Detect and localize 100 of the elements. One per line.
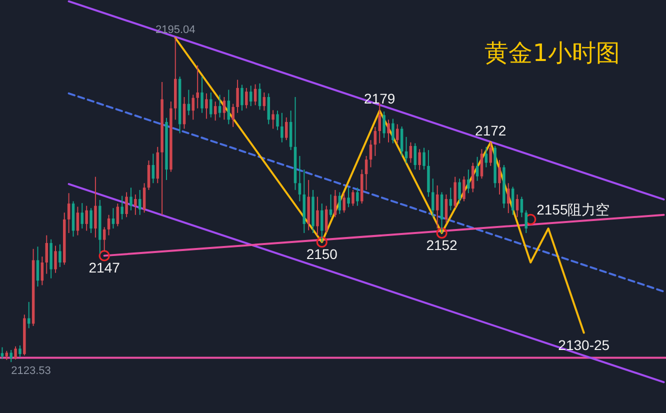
candlestick (67, 192, 70, 234)
candlestick (449, 187, 452, 211)
candlestick (107, 214, 110, 236)
candlestick (152, 153, 155, 184)
candlestick (205, 92, 208, 120)
candlestick (222, 96, 226, 120)
candlestick (262, 92, 266, 112)
candlestick (245, 87, 248, 109)
candlestick (324, 205, 328, 234)
candlestick (400, 126, 404, 156)
candlestick (227, 89, 230, 125)
candlestick (471, 162, 474, 193)
annotation: 2152 (426, 237, 458, 254)
candlestick (10, 349, 12, 363)
candlestick (352, 189, 354, 206)
candlestick (218, 94, 222, 118)
candlestick (387, 119, 390, 143)
candlestick (444, 194, 448, 224)
candlestick (347, 187, 350, 208)
candlestick (85, 205, 88, 232)
candlestick (232, 103, 234, 128)
candlestick (240, 84, 244, 112)
candlestick (285, 116, 288, 141)
annotation: 2155阻力空 (536, 201, 610, 218)
candlestick (498, 160, 501, 195)
candlestick (267, 92, 270, 125)
candlestick (364, 155, 368, 190)
candlestick (378, 102, 381, 144)
candlestick (272, 110, 274, 130)
candlestick (369, 140, 372, 168)
candlestick (76, 206, 80, 236)
annotation: 2150 (306, 246, 338, 262)
annotation: 2195.04 (155, 24, 196, 36)
point (436, 227, 448, 239)
candlestick (484, 146, 488, 168)
candlestick (5, 350, 8, 360)
annotation: 2147 (88, 260, 120, 276)
candlestick (316, 196, 319, 236)
candlestick (342, 192, 346, 214)
candlestick (418, 148, 421, 171)
candlestick (134, 194, 137, 216)
candlestick (45, 234, 48, 274)
candlestick (120, 195, 124, 220)
candlestick (18, 344, 22, 358)
candlestick (236, 79, 239, 114)
candlestick (432, 178, 434, 218)
candlestick (382, 111, 386, 138)
candlestick (0, 346, 4, 360)
candlestick (14, 346, 17, 360)
candlestick (467, 169, 470, 194)
annotation: 2172 (475, 122, 506, 138)
annotation: 2179 (364, 90, 396, 107)
candlestick (90, 208, 92, 234)
candlestick (196, 64, 199, 109)
candlestick (338, 192, 342, 214)
candlestick (320, 203, 324, 243)
candlestick (396, 124, 399, 144)
candlestick (112, 208, 115, 229)
candlestick (80, 202, 84, 229)
candlestick (249, 85, 252, 107)
candlestick (138, 189, 142, 216)
candlestick (489, 142, 492, 166)
candlestick (476, 156, 479, 182)
candlestick (210, 92, 212, 118)
candlestick (454, 176, 456, 209)
candlestick (414, 142, 417, 170)
candlestick (374, 126, 377, 156)
candlestick (298, 155, 302, 202)
candlestick (58, 244, 62, 268)
candlestick (462, 176, 466, 202)
candlestick (40, 256, 44, 286)
annotation: 2130-25 (558, 336, 610, 353)
candlestick (102, 226, 106, 252)
candlestick (480, 148, 484, 180)
candlestick (54, 245, 57, 274)
candlestick (524, 210, 528, 234)
candlestick (392, 118, 394, 144)
candlestick (520, 196, 524, 218)
candlestick (511, 186, 514, 216)
candlestick (329, 194, 332, 218)
candlestick (458, 178, 461, 204)
text: 黄金1小时图 (484, 39, 620, 67)
candlestick (94, 176, 97, 238)
candlestick (116, 203, 120, 227)
point (316, 236, 328, 248)
candlestick (334, 189, 337, 218)
candlestick (130, 187, 132, 211)
candlestick (516, 194, 519, 218)
candlestick (147, 160, 150, 190)
candlestick (356, 187, 359, 206)
candlestick (125, 192, 128, 218)
candlestick (36, 246, 40, 288)
candlestick (280, 112, 284, 143)
candlestick (276, 110, 279, 131)
candlestick (436, 184, 439, 229)
annotation: 2123.53 (11, 365, 51, 378)
candlestick (422, 147, 426, 170)
candlestick (200, 76, 204, 114)
candlestick (507, 182, 510, 214)
candlestick (142, 182, 146, 214)
